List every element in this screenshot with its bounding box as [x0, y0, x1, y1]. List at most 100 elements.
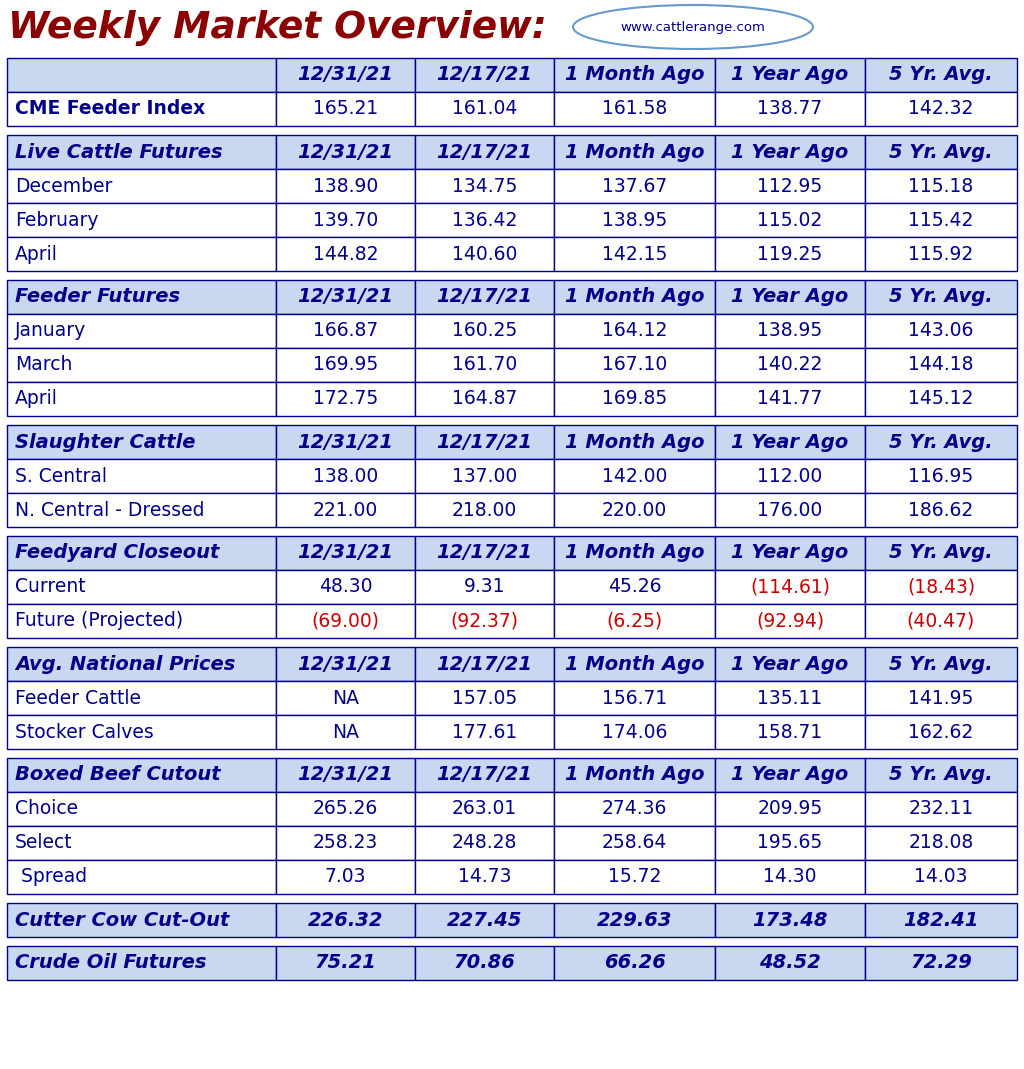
Text: 161.58: 161.58 — [602, 99, 667, 119]
Text: 12/31/21: 12/31/21 — [298, 142, 393, 161]
Bar — [715, 758, 865, 792]
Bar — [554, 826, 715, 859]
Bar — [715, 203, 865, 237]
Text: April: April — [15, 389, 58, 408]
Text: 258.64: 258.64 — [602, 834, 668, 852]
Bar — [865, 903, 1017, 938]
Text: Cutter Cow Cut-Out: Cutter Cow Cut-Out — [15, 911, 229, 930]
Bar — [715, 604, 865, 638]
Text: 135.11: 135.11 — [758, 688, 822, 708]
Bar — [276, 459, 415, 493]
Text: 169.95: 169.95 — [313, 356, 378, 374]
Text: 12/17/21: 12/17/21 — [436, 288, 532, 307]
Text: 195.65: 195.65 — [758, 834, 822, 852]
Text: 5 Yr. Avg.: 5 Yr. Avg. — [889, 288, 993, 307]
Bar — [415, 859, 554, 894]
Bar — [715, 792, 865, 826]
Text: 112.00: 112.00 — [758, 466, 822, 485]
Text: 164.12: 164.12 — [602, 322, 668, 341]
Text: 1 Month Ago: 1 Month Ago — [565, 765, 705, 785]
Text: Weekly Market Overview:: Weekly Market Overview: — [8, 10, 547, 46]
Text: 15.72: 15.72 — [608, 868, 662, 886]
Bar — [865, 570, 1017, 604]
Text: 162.62: 162.62 — [908, 723, 974, 742]
Text: 226.32: 226.32 — [308, 911, 383, 930]
Text: 45.26: 45.26 — [608, 577, 662, 597]
Bar — [715, 92, 865, 126]
Text: 138.77: 138.77 — [758, 99, 822, 119]
Bar — [415, 715, 554, 749]
Bar — [715, 348, 865, 382]
Text: 173.48: 173.48 — [753, 911, 827, 930]
Bar — [865, 946, 1017, 980]
Text: Future (Projected): Future (Projected) — [15, 611, 183, 631]
Bar — [276, 536, 415, 570]
Bar — [865, 58, 1017, 92]
Text: 12/31/21: 12/31/21 — [298, 654, 393, 673]
Bar — [715, 715, 865, 749]
Bar — [865, 715, 1017, 749]
Text: 164.87: 164.87 — [452, 389, 517, 408]
Text: 138.95: 138.95 — [758, 322, 822, 341]
Text: 12/17/21: 12/17/21 — [436, 654, 532, 673]
Text: April: April — [15, 245, 58, 263]
Text: 1 Year Ago: 1 Year Ago — [731, 765, 849, 785]
Bar — [554, 604, 715, 638]
Bar — [7, 348, 276, 382]
Text: 12/31/21: 12/31/21 — [298, 288, 393, 307]
Bar — [276, 92, 415, 126]
Bar — [865, 382, 1017, 416]
Bar — [276, 58, 415, 92]
Bar — [7, 647, 276, 681]
Text: 137.67: 137.67 — [602, 176, 667, 196]
Bar — [715, 459, 865, 493]
Text: 1 Month Ago: 1 Month Ago — [565, 654, 705, 673]
Text: (92.94): (92.94) — [756, 611, 824, 631]
Text: 220.00: 220.00 — [602, 500, 667, 520]
Text: 145.12: 145.12 — [908, 389, 974, 408]
Text: 5 Yr. Avg.: 5 Yr. Avg. — [889, 654, 993, 673]
Text: 1 Month Ago: 1 Month Ago — [565, 65, 705, 84]
Bar — [7, 280, 276, 314]
Text: 140.22: 140.22 — [758, 356, 822, 374]
Bar — [7, 237, 276, 272]
Bar — [276, 859, 415, 894]
Bar — [865, 169, 1017, 203]
Bar — [276, 280, 415, 314]
Text: 265.26: 265.26 — [313, 800, 378, 819]
Bar — [415, 382, 554, 416]
Text: 12/17/21: 12/17/21 — [436, 765, 532, 785]
Text: 14.73: 14.73 — [458, 868, 511, 886]
Bar — [554, 946, 715, 980]
Bar — [554, 314, 715, 348]
Bar — [7, 715, 276, 749]
Bar — [276, 425, 415, 459]
Text: 142.15: 142.15 — [602, 245, 668, 263]
Text: December: December — [15, 176, 113, 196]
Text: 1 Year Ago: 1 Year Ago — [731, 288, 849, 307]
Text: 14.03: 14.03 — [914, 868, 968, 886]
Text: 161.70: 161.70 — [452, 356, 517, 374]
Bar — [865, 348, 1017, 382]
Bar — [865, 647, 1017, 681]
Bar — [415, 792, 554, 826]
Text: CME Feeder Index: CME Feeder Index — [15, 99, 205, 119]
Bar — [415, 58, 554, 92]
Bar — [715, 280, 865, 314]
Bar — [276, 237, 415, 272]
Bar — [554, 348, 715, 382]
Text: 5 Yr. Avg.: 5 Yr. Avg. — [889, 142, 993, 161]
Text: 1 Month Ago: 1 Month Ago — [565, 543, 705, 562]
Bar — [715, 169, 865, 203]
Text: Current: Current — [15, 577, 86, 597]
Bar — [276, 570, 415, 604]
Bar — [276, 203, 415, 237]
Bar — [865, 604, 1017, 638]
Bar — [415, 903, 554, 938]
Bar — [715, 314, 865, 348]
Text: 1 Year Ago: 1 Year Ago — [731, 433, 849, 451]
Bar — [865, 459, 1017, 493]
Bar — [415, 203, 554, 237]
Text: 165.21: 165.21 — [313, 99, 378, 119]
Text: 174.06: 174.06 — [602, 723, 668, 742]
